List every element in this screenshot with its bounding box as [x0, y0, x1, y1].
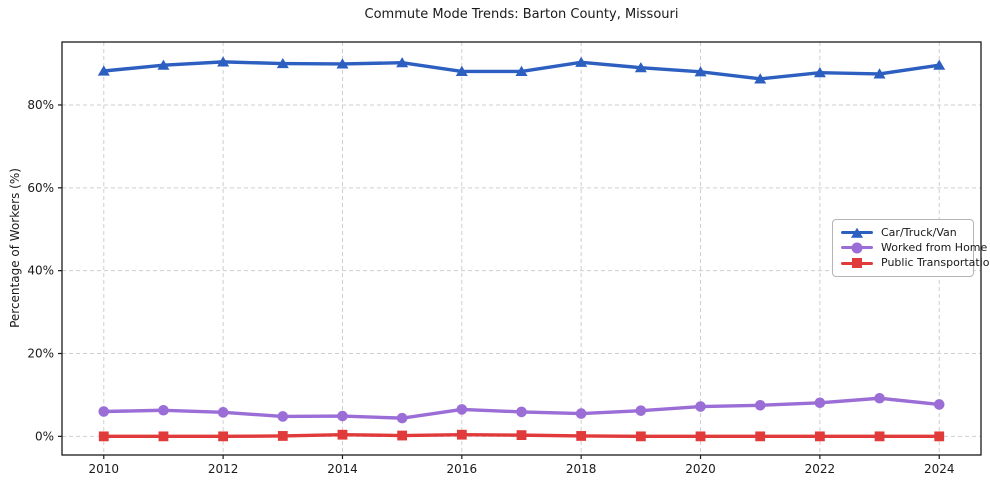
data-point-worked-from-home	[98, 406, 110, 417]
legend-item-worked-from-home: Worked from Home	[841, 241, 987, 255]
data-point-public-transportation	[218, 431, 229, 442]
data-point-car-truck-van	[396, 57, 409, 68]
data-point-worked-from-home	[277, 411, 289, 422]
data-point-public-transportation	[277, 431, 288, 441]
data-point-car-truck-van	[575, 56, 588, 67]
data-point-public-transportation	[456, 429, 467, 440]
data-point-public-transportation	[874, 431, 885, 442]
triangle-line-marker-icon	[841, 226, 873, 240]
data-point-public-transportation	[158, 431, 169, 442]
data-point-car-truck-van	[157, 59, 170, 70]
x-tick-label: 2016	[447, 462, 478, 476]
data-point-public-transportation	[576, 431, 587, 441]
square-line-marker-icon	[841, 256, 873, 270]
data-point-car-truck-van	[455, 65, 468, 77]
data-point-worked-from-home	[516, 406, 527, 418]
data-point-car-truck-van	[515, 65, 528, 77]
legend-label: Worked from Home	[881, 240, 988, 254]
data-point-public-transportation	[695, 431, 706, 442]
data-point-public-transportation	[635, 431, 646, 442]
data-point-worked-from-home	[695, 401, 706, 412]
data-point-car-truck-van	[694, 66, 707, 77]
x-tick-label: 2018	[566, 462, 597, 476]
legend-item-public-transportation: Public Transportation	[841, 256, 990, 270]
chart-title: Commute Mode Trends: Barton County, Miss…	[364, 7, 679, 22]
data-point-car-truck-van	[336, 58, 349, 69]
x-tick-label: 2024	[924, 462, 955, 476]
data-point-worked-from-home	[337, 410, 348, 422]
data-point-car-truck-van	[217, 56, 230, 67]
data-point-car-truck-van	[873, 68, 886, 79]
data-point-worked-from-home	[158, 404, 169, 416]
legend-item-car-truck-van: Car/Truck/Van	[841, 226, 965, 240]
legend-label: Public Transportation	[881, 256, 990, 270]
data-point-public-transportation	[516, 430, 527, 441]
data-point-worked-from-home	[933, 399, 945, 410]
x-tick-label: 2022	[805, 462, 836, 476]
data-point-worked-from-home	[814, 397, 826, 409]
data-point-public-transportation	[337, 429, 348, 440]
data-point-public-transportation	[934, 431, 945, 442]
y-tick-label: 20%	[27, 347, 54, 361]
x-tick-label: 2012	[208, 462, 239, 476]
data-point-worked-from-home	[396, 412, 408, 424]
data-point-car-truck-van	[97, 65, 110, 76]
data-point-car-truck-van	[754, 73, 767, 84]
data-point-public-transportation	[814, 431, 825, 442]
data-point-public-transportation	[397, 430, 408, 441]
x-tick-label: 2010	[88, 462, 119, 476]
data-point-worked-from-home	[754, 399, 766, 411]
data-point-worked-from-home	[635, 405, 647, 416]
data-point-car-truck-van	[634, 62, 647, 73]
data-point-worked-from-home	[874, 392, 885, 404]
data-point-car-truck-van	[933, 59, 946, 70]
y-tick-label: 40%	[27, 264, 54, 278]
y-tick-label: 60%	[27, 181, 54, 195]
data-point-worked-from-home	[217, 407, 229, 418]
legend: Car/Truck/Van Worked from Home Public Tr…	[832, 219, 990, 277]
data-point-public-transportation	[98, 431, 109, 442]
y-tick-label: 80%	[27, 98, 54, 112]
data-point-car-truck-van	[813, 67, 826, 78]
axes-border	[61, 41, 982, 456]
data-point-worked-from-home	[575, 408, 587, 419]
x-tick-label: 2014	[327, 462, 358, 476]
circle-line-marker-icon	[841, 241, 873, 255]
y-tick-label: 0%	[35, 429, 54, 443]
data-point-public-transportation	[755, 431, 766, 442]
data-point-car-truck-van	[276, 57, 289, 69]
legend-label: Car/Truck/Van	[881, 225, 957, 239]
data-point-worked-from-home	[456, 404, 468, 415]
x-tick-label: 2020	[685, 462, 716, 476]
